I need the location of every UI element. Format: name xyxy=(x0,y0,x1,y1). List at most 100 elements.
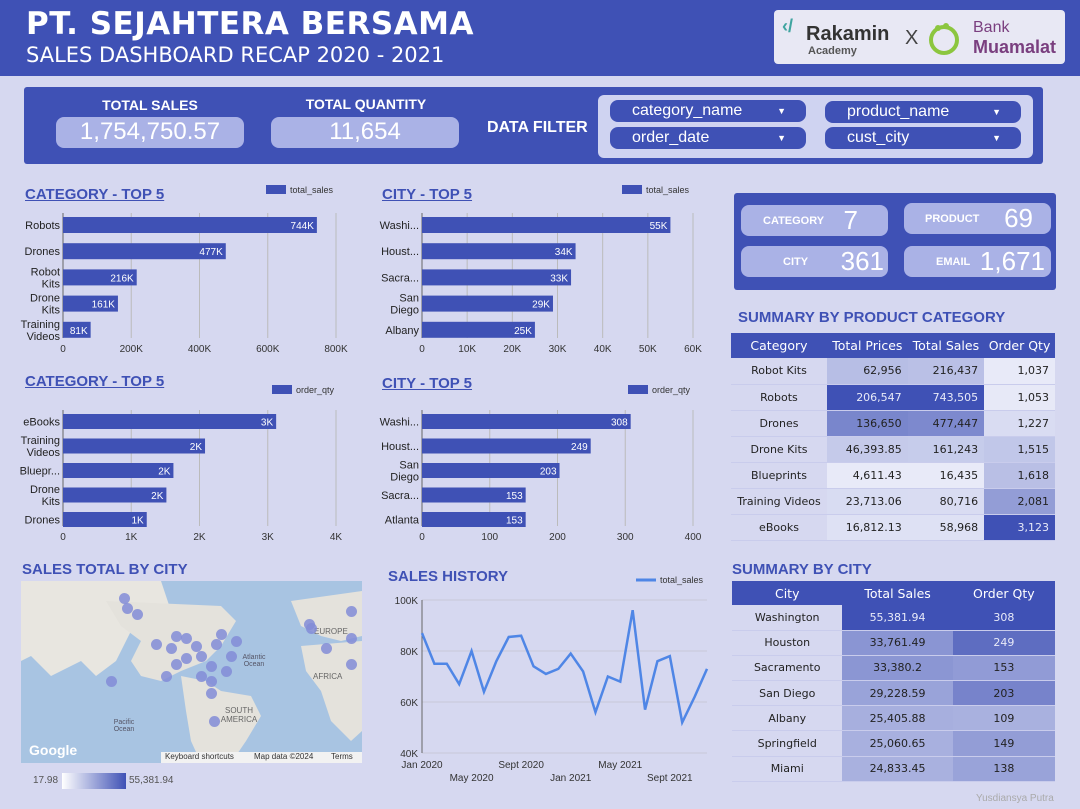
email-count-box: EMAIL 1,671 xyxy=(904,246,1051,277)
map-city-bubble[interactable] xyxy=(171,659,182,670)
total-sales-label: TOTAL SALES xyxy=(102,97,198,113)
city-qty-title: CITY - TOP 5 xyxy=(382,375,473,392)
bar xyxy=(63,217,317,233)
filter-product-name[interactable]: product_name ▼ xyxy=(825,101,1021,123)
tick-label: 40K xyxy=(594,344,612,355)
map-city-bubble[interactable] xyxy=(161,671,172,682)
value-cell: 55,381.94 xyxy=(842,605,953,631)
tick-label: 300 xyxy=(617,532,634,543)
bar xyxy=(422,321,535,338)
tick-label: 30K xyxy=(549,344,567,355)
category-label: Sacra... xyxy=(381,490,419,502)
total-qty-label: TOTAL QUANTITY xyxy=(305,96,427,112)
map-city-bubble[interactable] xyxy=(151,639,162,650)
data-label: 34K xyxy=(555,247,573,258)
y-tick-label: 60K xyxy=(400,698,418,709)
col-order-qty: Order Qty xyxy=(984,333,1055,358)
map-city-bubble[interactable] xyxy=(196,651,207,662)
map-city-bubble[interactable] xyxy=(321,643,332,654)
map-city-bubble[interactable] xyxy=(346,659,357,670)
data-label: 308 xyxy=(611,418,628,429)
bar xyxy=(422,414,631,429)
map-canvas xyxy=(21,581,362,763)
table-row: Washington 55,381.94 308 xyxy=(732,605,1055,631)
city-sales-chart: 0 10K 20K 30K 40K 50K 60K total_sales 55K Washi..… xyxy=(380,185,702,355)
map-city-bubble[interactable] xyxy=(191,641,202,652)
x-tick-label: Sept 2021 xyxy=(647,773,693,784)
email-count-value: 1,671 xyxy=(979,246,1045,276)
sales-history-chart: 40K 60K 80K 100K Jan 2020 Sept 2020 May 2021 Ma… xyxy=(395,575,709,784)
map-city-bubble[interactable] xyxy=(211,639,222,650)
map-city-bubble[interactable] xyxy=(346,606,357,617)
keyboard-shortcuts-link[interactable]: Keyboard shortcuts xyxy=(165,752,234,761)
data-label: 55K xyxy=(650,221,668,232)
tick-label: 800K xyxy=(324,344,348,355)
map-city-bubble[interactable] xyxy=(231,636,242,647)
dropdown-arrow-icon: ▼ xyxy=(992,107,1001,117)
bar xyxy=(63,269,137,286)
value-cell: 1,227 xyxy=(984,410,1055,437)
map-city-bubble[interactable] xyxy=(181,633,192,644)
value-cell: 149 xyxy=(952,730,1055,757)
filter-order-date[interactable]: order_date ▼ xyxy=(610,127,806,149)
category-cell: eBooks xyxy=(731,514,827,541)
filter-cust-city[interactable]: cust_city ▼ xyxy=(825,127,1021,149)
map-label-south-america: SOUTH AMERICA xyxy=(220,706,258,724)
bar xyxy=(63,463,174,478)
x-tick-label: May 2021 xyxy=(598,760,642,771)
data-label: 81K xyxy=(70,326,88,337)
map-city-bubble[interactable] xyxy=(209,716,220,727)
map-city-bubble[interactable] xyxy=(306,623,317,634)
map-city-bubble[interactable] xyxy=(346,633,357,644)
category-label: Robot xyxy=(31,266,60,278)
category-label: Washi... xyxy=(380,417,419,429)
legend-label: total_sales xyxy=(290,185,334,195)
table-row: Drone Kits 46,393.85 161,243 1,515 xyxy=(731,436,1055,463)
bar xyxy=(63,243,226,260)
city-cell: Houston xyxy=(732,630,843,656)
map-city-bubble[interactable] xyxy=(166,643,177,654)
data-label: 25K xyxy=(514,326,532,337)
map-city-bubble[interactable] xyxy=(216,629,227,640)
terms-link[interactable]: Terms xyxy=(331,752,353,761)
map-legend-gradient xyxy=(62,773,126,789)
col-order-qty: Order Qty xyxy=(952,581,1055,605)
map-city-bubble[interactable] xyxy=(206,676,217,687)
map-city-bubble[interactable] xyxy=(171,631,182,642)
bar xyxy=(422,512,526,527)
map-city-bubble[interactable] xyxy=(106,676,117,687)
map-city-bubble[interactable] xyxy=(206,661,217,672)
map-city-bubble[interactable] xyxy=(132,609,143,620)
data-label: 744K xyxy=(291,221,315,232)
legend-label: total_sales xyxy=(660,575,704,585)
prod-summary-title: SUMMARY BY PRODUCT CATEGORY xyxy=(738,309,1006,326)
map-city-bubble[interactable] xyxy=(181,653,192,664)
bar xyxy=(422,295,553,312)
category-label: Diego xyxy=(390,472,419,484)
city-cell: Washington xyxy=(732,605,843,631)
category-count-box: CATEGORY 7 xyxy=(741,205,888,236)
value-cell: 46,393.85 xyxy=(826,436,908,463)
map-city-bubble[interactable] xyxy=(122,603,133,614)
bar xyxy=(63,512,147,527)
map-city-bubble[interactable] xyxy=(221,666,232,677)
table-header-row: City Total Sales Order Qty xyxy=(732,581,1055,605)
data-label: 153 xyxy=(506,491,523,502)
sales-map[interactable]: EUROPE Atlantic Ocean AFRICA SOUTH AMERI… xyxy=(21,581,362,763)
tick-label: 400 xyxy=(685,532,702,543)
map-legend-min: 17.98 xyxy=(33,775,59,786)
table-row: Blueprints 4,611.43 16,435 1,618 xyxy=(731,462,1055,489)
map-city-bubble[interactable] xyxy=(196,671,207,682)
filter-category-name[interactable]: category_name ▼ xyxy=(610,100,806,122)
category-label: Videos xyxy=(27,447,61,459)
col-city: City xyxy=(732,581,843,605)
col-total-sales: Total Sales xyxy=(842,581,953,605)
map-city-bubble[interactable] xyxy=(226,651,237,662)
map-city-bubble[interactable] xyxy=(206,688,217,699)
bar xyxy=(63,487,167,503)
tick-label: 50K xyxy=(639,344,657,355)
category-count-value: 7 xyxy=(843,205,858,235)
map-city-bubble[interactable] xyxy=(119,593,130,604)
city-cell: Springfield xyxy=(732,730,843,757)
map-legend-max: 55,381.94 xyxy=(129,775,174,786)
